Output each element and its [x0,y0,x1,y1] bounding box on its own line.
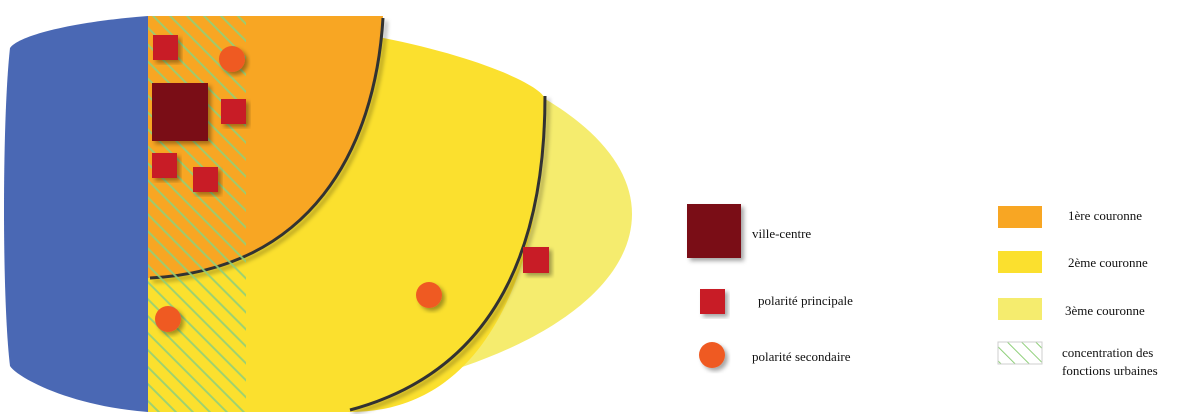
legend-polarite-principale-symbol [700,289,725,314]
polarite-secondaire-marker [219,46,245,72]
polarite-principale-marker [153,35,178,60]
legend-couronne2-label: 2ème couronne [1068,255,1148,270]
polarite-principale-marker [523,247,549,273]
sea-area [4,16,148,412]
legend-ville-centre-symbol [687,204,741,258]
legend-polarite-secondaire-label: polarité secondaire [752,349,851,364]
legend-couronne3-swatch [998,298,1042,320]
legend-polarite-secondaire-symbol [699,342,725,368]
legend-couronne1-label: 1ère couronne [1068,208,1142,223]
polarite-principale-marker [152,153,177,178]
legend-concentration-label-line2: fonctions urbaines [1062,363,1158,378]
legend-couronne2-swatch [998,251,1042,273]
legend-couronne1-swatch [998,206,1042,228]
legend-concentration-swatch [997,341,1043,365]
polarite-principale-marker [221,99,246,124]
second-crown-boundary [349,95,547,412]
polarite-secondaire-marker [416,282,442,308]
legend-concentration-label-line1: concentration des [1062,345,1154,360]
urban-functions-concentration-strip [148,16,246,412]
polarite-secondaire-marker [155,306,181,332]
legend-polarite-principale-label: polarité principale [758,293,853,308]
ville-centre-marker [152,83,208,141]
polarite-principale-marker [193,167,218,192]
legend-couronne3-label: 3ème couronne [1065,303,1145,318]
legend-ville-centre-label: ville-centre [752,226,812,241]
